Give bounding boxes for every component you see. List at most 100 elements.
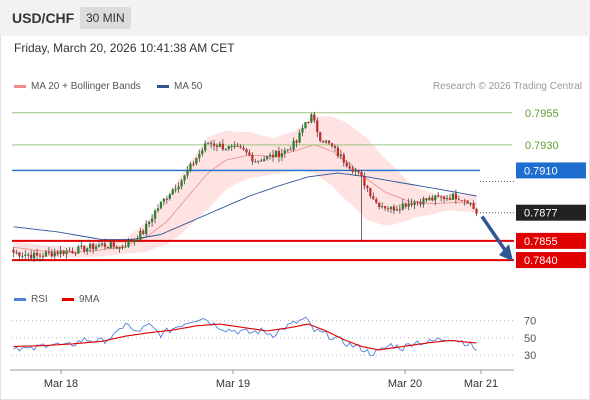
candle-up <box>124 246 127 248</box>
rsi-swatch <box>14 298 26 301</box>
candle-up <box>94 246 98 250</box>
candle-down <box>106 246 109 249</box>
timeframe-badge[interactable]: 30 MIN <box>80 7 131 29</box>
candle-down <box>212 143 216 146</box>
x-tick-label: Mar 21 <box>464 378 498 390</box>
candle-down <box>56 252 59 255</box>
candle-up <box>156 208 160 211</box>
candle-down <box>35 252 39 256</box>
candle-up <box>195 158 198 164</box>
candle-up <box>145 223 148 234</box>
candle-down <box>363 176 366 186</box>
candle-up <box>354 170 357 172</box>
candle-up <box>139 230 142 240</box>
candle-down <box>327 140 331 144</box>
candle-down <box>91 243 95 250</box>
candle-up <box>257 160 260 162</box>
candle-down <box>74 252 77 254</box>
candle-down <box>165 198 168 200</box>
candle-down <box>342 154 345 163</box>
candle-up <box>189 163 192 171</box>
candle-up <box>265 156 269 160</box>
candle-down <box>460 200 463 202</box>
candle-down <box>336 147 340 156</box>
candle-up <box>224 149 227 151</box>
candle-down <box>130 240 133 243</box>
candle-up <box>230 145 233 147</box>
candle-up <box>469 203 472 205</box>
candle-up <box>177 186 180 190</box>
candle-up <box>218 143 222 147</box>
candle-down <box>383 206 387 209</box>
candle-down <box>378 202 381 208</box>
rsi-tick-30: 30 <box>524 350 536 362</box>
legend-rsi-ma: 9MA <box>62 294 100 305</box>
candle-down <box>348 166 351 169</box>
rsi-line <box>13 316 477 357</box>
candle-down <box>416 201 419 203</box>
candle-down <box>372 196 375 200</box>
candle-up <box>97 244 101 247</box>
rsi-ma-line <box>13 323 477 351</box>
candle-up <box>150 218 154 222</box>
x-tick-label: Mar 20 <box>388 378 422 390</box>
candle-up <box>65 250 68 255</box>
rsi-tick-70: 70 <box>524 316 536 328</box>
candle-down <box>333 146 337 148</box>
candle-down <box>221 143 225 150</box>
candle-up <box>310 114 313 123</box>
candle-down <box>30 254 33 259</box>
candle-up <box>280 153 283 158</box>
candle-down <box>475 208 478 214</box>
resistance-label-0: 0.7955 <box>525 108 559 120</box>
candle-up <box>422 198 425 205</box>
candle-down <box>71 250 74 253</box>
candle-up <box>283 150 286 154</box>
candle-down <box>289 149 292 151</box>
candle-down <box>83 245 86 252</box>
candle-down <box>457 199 460 201</box>
rsi-legend-label: RSI <box>31 294 48 305</box>
candle-up <box>183 175 186 181</box>
support-label-box-5 <box>516 252 586 269</box>
candle-down <box>307 122 310 124</box>
candle-down <box>319 132 322 141</box>
candle-down <box>313 114 316 121</box>
forecast-arrow-shaft <box>480 215 507 252</box>
candle-down <box>419 201 422 205</box>
candle-down <box>351 168 354 172</box>
legend-ma50: MA 50 <box>157 81 202 92</box>
candle-up <box>381 206 384 208</box>
candle-up <box>162 198 166 202</box>
candle-down <box>442 196 446 200</box>
candle-up <box>15 252 18 254</box>
candle-up <box>304 122 307 128</box>
candle-up <box>445 198 449 200</box>
candle-up <box>148 221 151 224</box>
candle-down <box>472 203 475 209</box>
candle-down <box>463 200 466 202</box>
candle-down <box>47 252 50 254</box>
candle-down <box>50 252 53 257</box>
candle-up <box>118 246 121 249</box>
candle-up <box>434 195 437 201</box>
candle-up <box>27 254 30 256</box>
candle-down <box>121 246 124 248</box>
candle-up <box>136 239 139 241</box>
x-tick-label: Mar 18 <box>44 378 78 390</box>
support-label-4: 0.7855 <box>524 236 558 248</box>
candle-up <box>44 252 48 257</box>
pivot-label: 0.7910 <box>524 165 558 177</box>
candle-up <box>233 145 236 147</box>
candle-up <box>274 150 278 158</box>
candle-up <box>86 248 89 252</box>
candle-up <box>133 239 136 243</box>
candle-down <box>236 145 239 147</box>
candle-up <box>186 170 189 176</box>
candle-up <box>292 140 295 150</box>
candle-down <box>68 250 71 252</box>
candle-up <box>109 242 112 249</box>
candle-up <box>59 250 62 255</box>
candle-up <box>180 180 183 187</box>
